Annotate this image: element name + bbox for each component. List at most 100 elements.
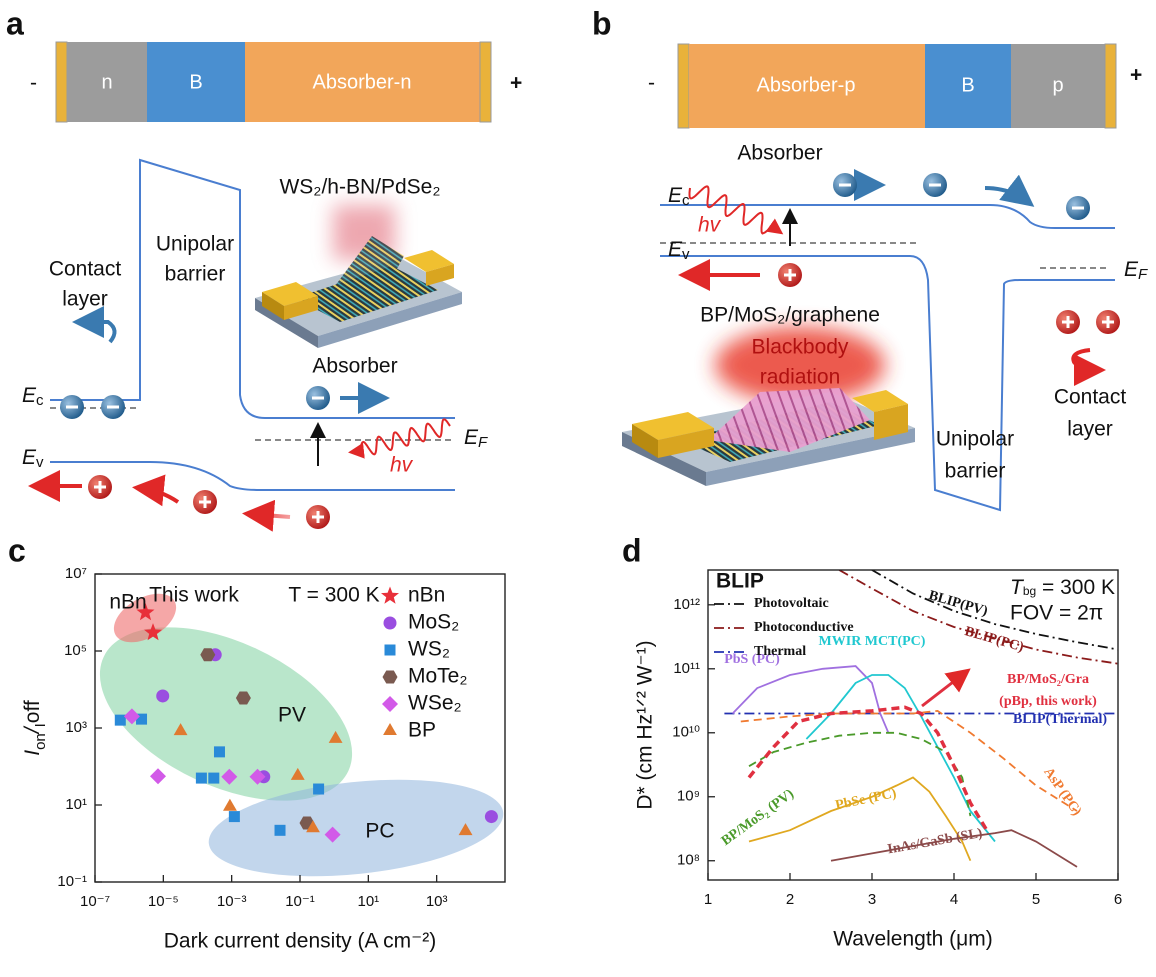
source-label: radiation (760, 366, 841, 389)
subscript: v (682, 246, 690, 263)
data-point (485, 810, 498, 823)
legend-marker (383, 723, 397, 735)
data-point (275, 825, 286, 836)
annotation: T = 300 K (288, 584, 379, 607)
electron (1066, 196, 1090, 220)
curve-label: BLIP(PV) (927, 588, 990, 619)
legend-marker (384, 617, 397, 630)
x-tick-label: 1 (704, 891, 712, 908)
y-tick-label: 10¹¹ (673, 660, 700, 677)
x-tick-label: 10³ (426, 893, 448, 910)
x-tick-label: 10⁻³ (217, 893, 247, 910)
y-tick-label: 10⁹ (677, 788, 700, 805)
curve-label: InAs/GaSb (SL) (886, 826, 984, 858)
x-axis-title: Dark current density (A cm⁻²) (164, 930, 436, 953)
band-label: Ev (668, 238, 690, 263)
electron (60, 395, 84, 419)
hole (306, 505, 330, 529)
x-tick-label: 6 (1114, 891, 1122, 908)
band-label: EF (1124, 258, 1148, 283)
region-label: layer (62, 288, 108, 311)
x-tick-label: 3 (868, 891, 876, 908)
subscript: F (1138, 266, 1148, 283)
contact-cap (1105, 44, 1116, 128)
annotation-arrow (922, 672, 966, 706)
band-label: Ec (22, 384, 44, 409)
data-point (150, 768, 166, 784)
curve-label: (pBp, this work) (999, 694, 1097, 709)
subscript: v (36, 454, 44, 471)
legend-label: BP (408, 719, 436, 742)
figure: a - n B Absorber-n + Contact layer Unipo… (0, 0, 1156, 977)
electron-arrow (985, 188, 1028, 202)
annotation: PV (278, 704, 306, 727)
condition: FOV = 2π (1010, 602, 1103, 625)
electron (306, 386, 330, 410)
region-label: Unipolar (936, 428, 1014, 451)
condition-text: = 300 K (1036, 576, 1115, 599)
material-label: WS₂/h-BN/PdSe₂ (279, 176, 440, 199)
legend-label: Photovoltaic (754, 596, 829, 611)
data-point (156, 689, 169, 702)
panel-b: b - Absorber-p B p + Absorber Ec Ev EF h… (592, 5, 1148, 510)
curve-label: PbSe (PC) (834, 786, 898, 814)
material-label: BP/MoS₂/graphene (700, 304, 880, 327)
curve-label: BLIP(Thermal) (1013, 712, 1107, 727)
data-point (313, 784, 324, 795)
region-label: barrier (945, 460, 1006, 483)
y-tick-label: 10⁸ (677, 852, 700, 869)
annotation: PC (365, 820, 394, 843)
y-tick-label: 10⁻¹ (57, 873, 87, 890)
x-axis-title: Wavelength (μm) (833, 928, 993, 951)
data-point (208, 773, 219, 784)
legend-label: Photoconductive (754, 620, 854, 635)
layer-label: B (961, 74, 974, 96)
legend-label: WS₂ (408, 638, 450, 661)
band-label: Ec (668, 184, 690, 209)
label-part: off (21, 700, 44, 723)
terminal: + (510, 72, 522, 95)
legend-label: nBn (408, 584, 445, 607)
curve-label: AsP (PC) (1040, 765, 1084, 819)
symbol: E (1124, 258, 1139, 281)
region-label: Absorber (312, 355, 397, 378)
data-line (749, 707, 987, 830)
legend-marker (383, 671, 398, 684)
source-label: Blackbody (752, 336, 849, 359)
photon (352, 419, 450, 454)
terminal: - (30, 72, 37, 95)
y-tick-label: 10⁵ (64, 642, 87, 659)
x-tick-label: 5 (1032, 891, 1040, 908)
contact-cap (56, 42, 67, 122)
data-point (223, 799, 237, 811)
terminal: + (1130, 64, 1142, 87)
layer-label: Absorber-p (757, 74, 856, 96)
electron-arrow (80, 322, 115, 342)
legend-marker (382, 696, 398, 712)
x-tick-label: 10⁻⁷ (80, 893, 110, 910)
region-label: layer (1067, 418, 1113, 441)
legend-marker (381, 587, 399, 604)
contact-cap (480, 42, 491, 122)
data-point (229, 811, 240, 822)
symbol: E (464, 426, 479, 449)
y-axis-title: D* (cm Hz¹ᐟ² W⁻¹) (634, 640, 657, 809)
x-tick-label: 10¹ (357, 893, 379, 910)
data-point (214, 746, 225, 757)
layer-label: p (1052, 74, 1063, 96)
hole (88, 475, 112, 499)
region-label: barrier (165, 263, 226, 286)
hole (1096, 310, 1120, 334)
hole (193, 490, 217, 514)
y-tick-label: 10¹² (673, 596, 700, 613)
y-axis-title: Ion/Ioff (21, 700, 50, 756)
panel-label: c (8, 532, 26, 568)
condition: Tbg = 300 K (1010, 576, 1115, 599)
electron (833, 173, 857, 197)
legend-label: MoS₂ (408, 611, 459, 634)
layer-label: B (189, 71, 202, 93)
symbol: E (22, 384, 37, 407)
subscript: F (478, 434, 488, 451)
data-point (196, 773, 207, 784)
x-tick-label: 10⁻⁵ (148, 893, 179, 910)
